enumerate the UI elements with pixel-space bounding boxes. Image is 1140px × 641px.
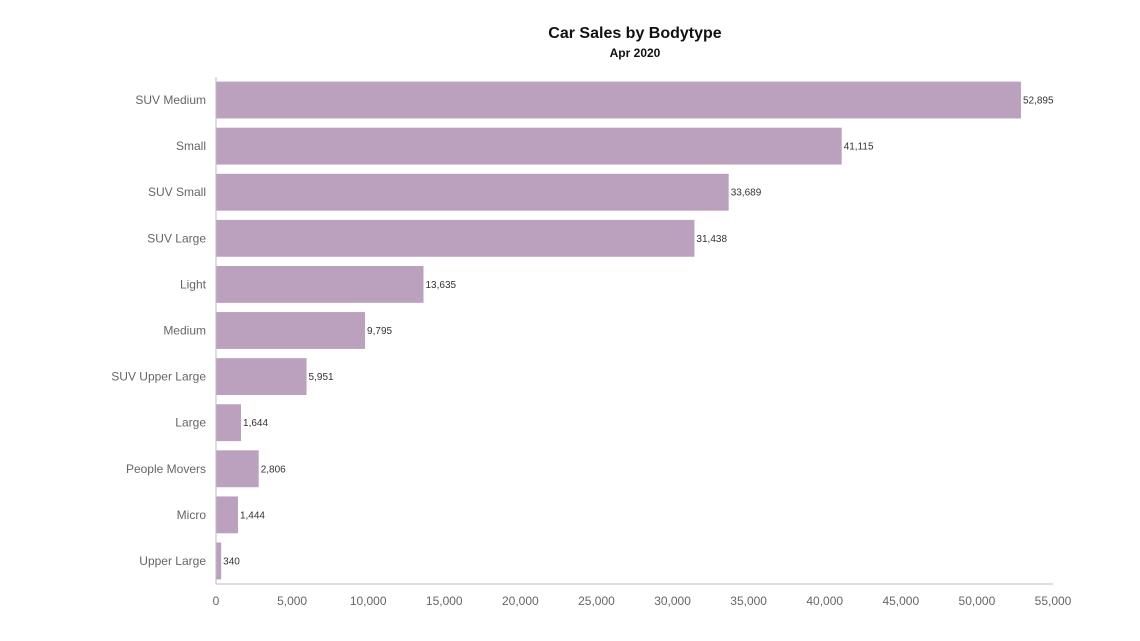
category-label: SUV Small — [148, 185, 206, 199]
bar-medium — [216, 312, 366, 349]
bar-micro — [216, 496, 238, 534]
value-label: 31,438 — [696, 234, 727, 245]
x-tick-label: 55,000 — [1035, 594, 1072, 608]
chart-title: Car Sales by Bodytype — [548, 25, 722, 42]
bar-suv-upper-large — [216, 358, 307, 396]
value-label: 5,951 — [309, 372, 334, 383]
category-label: Medium — [163, 324, 206, 338]
x-tick-label: 50,000 — [959, 594, 996, 608]
bar-light — [216, 265, 424, 303]
category-label: Small — [176, 139, 206, 153]
category-label: Light — [180, 277, 207, 291]
value-label: 9,795 — [367, 326, 392, 337]
bar-suv-medium — [216, 81, 1021, 119]
category-label: SUV Upper Large — [111, 370, 206, 384]
category-label: SUV Large — [147, 231, 206, 245]
value-label: 33,689 — [731, 188, 762, 199]
bars-layer: SUV Medium 52,895 Small 41,115 SUV Small 33,6… — [111, 81, 1054, 580]
value-label: 2,806 — [261, 464, 286, 475]
bar-upper-large — [216, 542, 222, 580]
x-tick-label: 25,000 — [578, 594, 615, 608]
value-label: 1,444 — [240, 510, 265, 521]
x-tick-label: 10,000 — [350, 594, 387, 608]
axis-layer: 0 5,000 10,000 15,000 20,000 25,000 30,000 35,0… — [213, 77, 1072, 608]
x-tick-label: 5,000 — [277, 594, 307, 608]
category-label: SUV Medium — [135, 93, 206, 107]
bar-suv-small — [216, 173, 729, 211]
bar-large — [216, 404, 242, 442]
bar-small — [216, 127, 842, 165]
x-tick-label: 20,000 — [502, 594, 539, 608]
category-label: Large — [175, 416, 206, 430]
x-tick-label: 45,000 — [882, 594, 919, 608]
bar-people-movers — [216, 450, 259, 488]
chart-subtitle: Apr 2020 — [610, 46, 661, 60]
value-label: 13,635 — [426, 280, 457, 291]
x-tick-label: 15,000 — [426, 594, 463, 608]
value-label: 1,644 — [243, 418, 268, 429]
bar-suv-large — [216, 219, 695, 257]
category-label: Upper Large — [139, 554, 206, 568]
value-label: 41,115 — [844, 142, 874, 153]
x-tick-label: 0 — [213, 594, 220, 608]
category-label: Micro — [177, 508, 207, 522]
value-label: 52,895 — [1023, 96, 1054, 107]
x-tick-label: 40,000 — [806, 594, 843, 608]
category-label: People Movers — [126, 462, 206, 476]
x-tick-label: 35,000 — [730, 594, 767, 608]
x-tick-label: 30,000 — [654, 594, 691, 608]
value-label: 340 — [223, 556, 240, 567]
